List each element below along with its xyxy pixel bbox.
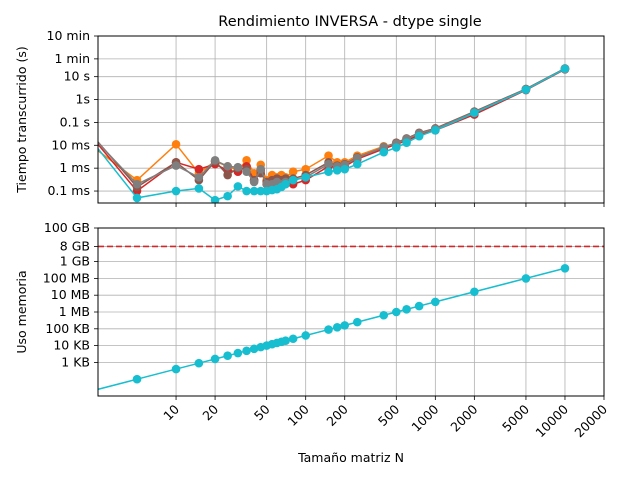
y-axis-label: Uso memoria: [14, 270, 29, 353]
y-tick-label: 1s: [76, 92, 90, 107]
data-point: [301, 331, 310, 340]
data-point: [470, 287, 479, 297]
data-point: [470, 108, 479, 118]
data-point: [210, 195, 220, 203]
chart-title: Rendimiento INVERSA - dtype single: [218, 14, 482, 30]
data-point: [352, 153, 362, 163]
data-point: [242, 167, 251, 177]
data-point: [194, 184, 204, 193]
data-point: [340, 321, 350, 330]
y-tick-label: 1 min: [55, 51, 91, 66]
data-point: [281, 179, 290, 189]
y-tick-label: 1 KB: [61, 354, 90, 369]
y-tick-label: 10 ms: [51, 137, 90, 152]
data-point: [560, 64, 570, 74]
plot-area: [98, 64, 570, 203]
y-tick-label: 100 MB: [43, 270, 90, 285]
data-point: [402, 305, 411, 314]
data-point: [249, 177, 259, 187]
data-point: [210, 354, 220, 364]
data-point: [560, 263, 570, 273]
data-point: [431, 126, 440, 135]
y-tick-label: 8 GB: [60, 238, 90, 253]
data-point: [392, 307, 401, 317]
data-point: [402, 138, 411, 147]
y-tick-label: 100 KB: [45, 321, 90, 336]
data-point: [233, 162, 243, 172]
data-point: [249, 186, 259, 196]
axes-frame: [97, 35, 605, 204]
data-point: [431, 297, 440, 307]
data-point: [379, 147, 389, 157]
data-point: [223, 191, 232, 201]
data-point: [324, 325, 333, 334]
data-point: [171, 364, 181, 374]
data-point: [249, 344, 259, 354]
data-point: [132, 374, 142, 384]
data-point: [256, 164, 266, 174]
data-point: [171, 140, 181, 149]
data-point: [414, 301, 424, 311]
data-point: [223, 162, 232, 171]
y-tick-label: 10 s: [64, 69, 90, 84]
y-tick-label: 10 KB: [53, 338, 90, 353]
data-point: [256, 186, 266, 196]
data-point: [324, 167, 333, 177]
y-tick-label: 0.1 ms: [47, 183, 90, 198]
data-point: [223, 351, 232, 361]
data-point: [132, 179, 142, 189]
data-point: [242, 346, 251, 356]
data-point: [194, 172, 204, 182]
data-point: [132, 193, 142, 203]
data-point: [324, 159, 333, 169]
data-point: [171, 161, 181, 170]
data-point: [352, 159, 362, 169]
data-point: [233, 182, 243, 191]
data-point: [332, 166, 342, 175]
y-tick-label: 0.1 s: [60, 114, 90, 129]
data-point: [332, 323, 342, 332]
data-point: [324, 151, 333, 161]
y-tick-label: 10 MB: [51, 287, 90, 302]
data-point: [288, 334, 298, 344]
data-point: [352, 317, 362, 327]
data-point: [301, 172, 310, 182]
data-point: [223, 170, 232, 180]
data-point: [194, 164, 204, 174]
data-point: [242, 186, 251, 196]
data-point: [379, 310, 389, 320]
data-point: [288, 167, 298, 177]
data-point: [210, 156, 220, 165]
data-point: [242, 156, 251, 165]
y-tick-label: 1 MB: [59, 304, 90, 319]
y-axis-label: Tiempo transcurrido (s): [14, 46, 29, 193]
y-tick-label: 1 ms: [59, 160, 90, 175]
y-tick-label: 100 GB: [44, 220, 90, 235]
data-point: [521, 274, 531, 283]
data-point: [392, 143, 401, 152]
time-panel: 0.1 ms 1 ms 10 ms 0.1 s 1s 10 s 1 min 10 min Tie…: [14, 28, 605, 207]
plot-area: [98, 263, 570, 391]
x-axis-label: Tamaño matriz N: [297, 450, 404, 465]
data-point: [414, 131, 424, 141]
data-point: [521, 85, 531, 94]
data-point: [233, 348, 243, 358]
data-point: [288, 175, 298, 185]
y-tick-label: 1 GB: [60, 254, 90, 269]
data-point: [281, 336, 290, 345]
data-point: [171, 186, 181, 196]
data-point: [194, 358, 204, 368]
data-point: [340, 164, 350, 174]
y-tick-label: 10 min: [47, 28, 90, 43]
